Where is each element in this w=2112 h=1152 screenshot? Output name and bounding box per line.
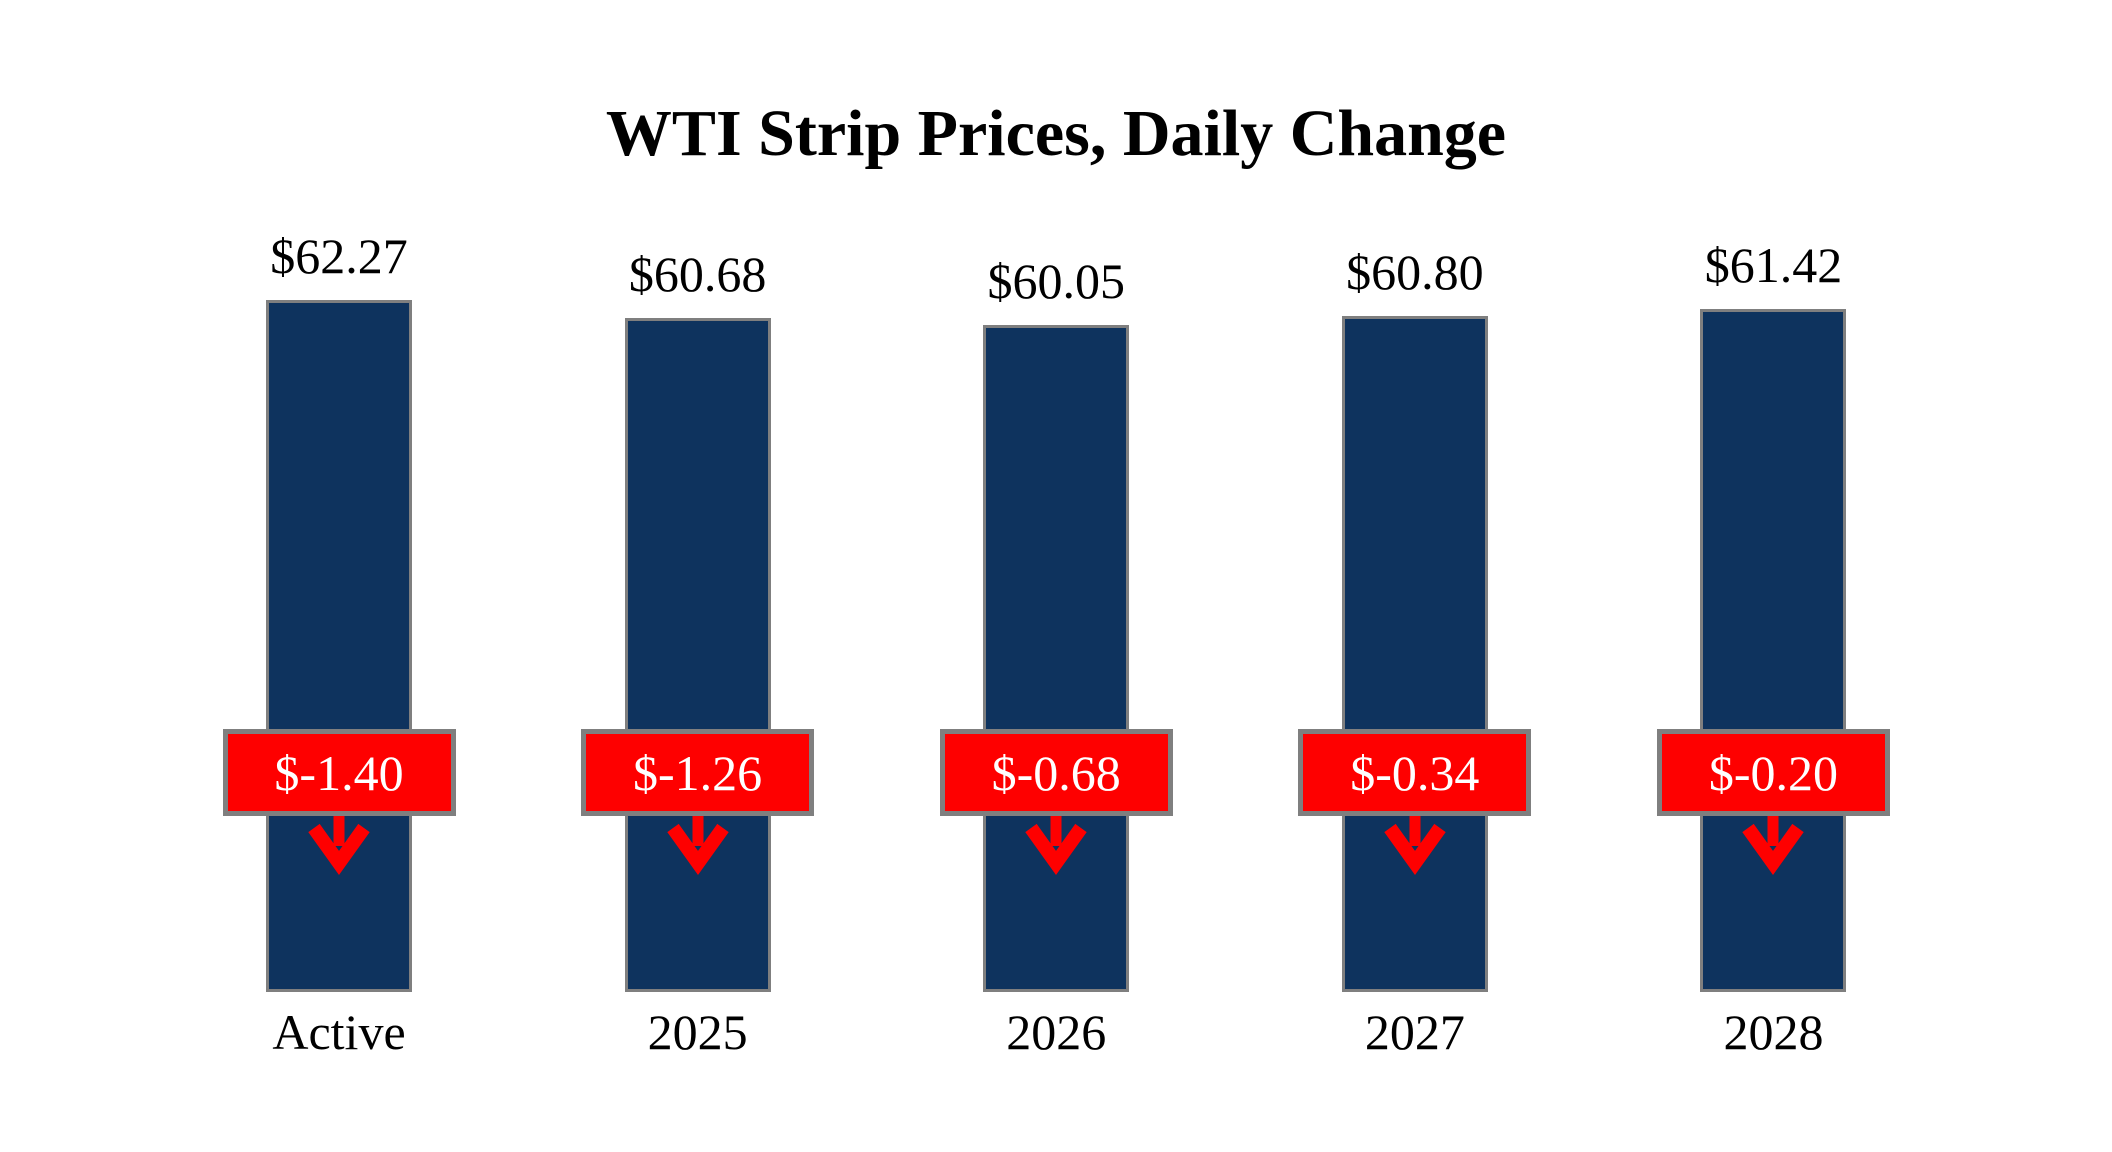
bar-2028 [1700, 309, 1847, 992]
daily-change-badge-2026: $-0.68 [939, 729, 1173, 816]
down-arrow-icon [307, 816, 371, 876]
price-label-2026: $60.05 [987, 253, 1125, 309]
down-arrow-icon [1383, 816, 1447, 876]
price-label-2027: $60.80 [1346, 244, 1484, 300]
bar-2026 [983, 325, 1130, 992]
category-label-2025: 2025 [647, 1004, 748, 1060]
category-label-2028: 2028 [1723, 1004, 1824, 1060]
bar-2025 [624, 318, 771, 992]
bar-active [266, 300, 412, 992]
chart-title: WTI Strip Prices, Daily Change [605, 97, 1507, 170]
down-arrow-icon [1024, 816, 1088, 876]
down-arrow-icon [1741, 816, 1805, 876]
daily-change-badge-2027: $-0.34 [1298, 729, 1532, 816]
price-label-2025: $60.68 [628, 246, 767, 302]
category-label-2027: 2027 [1364, 1004, 1465, 1060]
down-arrow-icon [666, 816, 730, 876]
daily-change-badge-2028: $-0.20 [1656, 729, 1890, 816]
category-label-2026: 2026 [1006, 1004, 1107, 1060]
daily-change-badge-active: $-1.40 [222, 729, 456, 816]
price-label-2028: $61.42 [1704, 237, 1843, 293]
price-label-active: $62.27 [270, 228, 408, 284]
category-label-active: Active [272, 1004, 406, 1060]
daily-change-badge-2025: $-1.26 [581, 729, 815, 816]
bar-2027 [1341, 316, 1488, 992]
